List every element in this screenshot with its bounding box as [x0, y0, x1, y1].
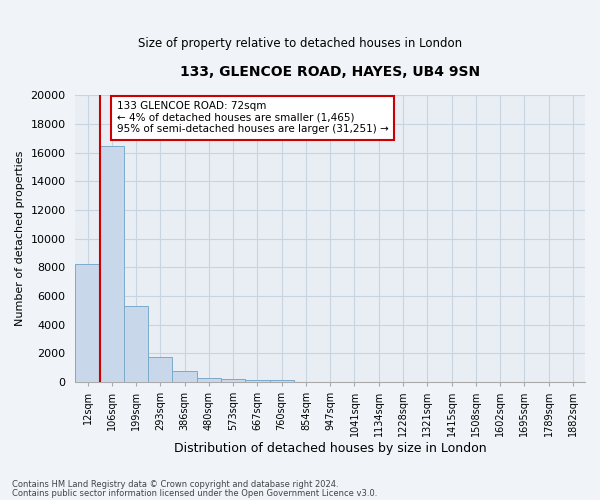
Bar — [100, 146, 124, 382]
Text: Contains public sector information licensed under the Open Government Licence v3: Contains public sector information licen… — [12, 488, 377, 498]
Y-axis label: Number of detached properties: Number of detached properties — [15, 151, 25, 326]
Text: 133 GLENCOE ROAD: 72sqm
← 4% of detached houses are smaller (1,465)
95% of semi-: 133 GLENCOE ROAD: 72sqm ← 4% of detached… — [116, 101, 388, 134]
Bar — [221, 379, 245, 382]
Bar — [76, 264, 100, 382]
X-axis label: Distribution of detached houses by size in London: Distribution of detached houses by size … — [174, 442, 487, 455]
Bar — [245, 380, 269, 382]
Bar — [148, 357, 172, 382]
Bar — [269, 380, 294, 382]
Title: 133, GLENCOE ROAD, HAYES, UB4 9SN: 133, GLENCOE ROAD, HAYES, UB4 9SN — [180, 65, 480, 79]
Text: Contains HM Land Registry data © Crown copyright and database right 2024.: Contains HM Land Registry data © Crown c… — [12, 480, 338, 489]
Bar — [197, 378, 221, 382]
Text: Size of property relative to detached houses in London: Size of property relative to detached ho… — [138, 38, 462, 51]
Bar — [172, 371, 197, 382]
Bar — [124, 306, 148, 382]
